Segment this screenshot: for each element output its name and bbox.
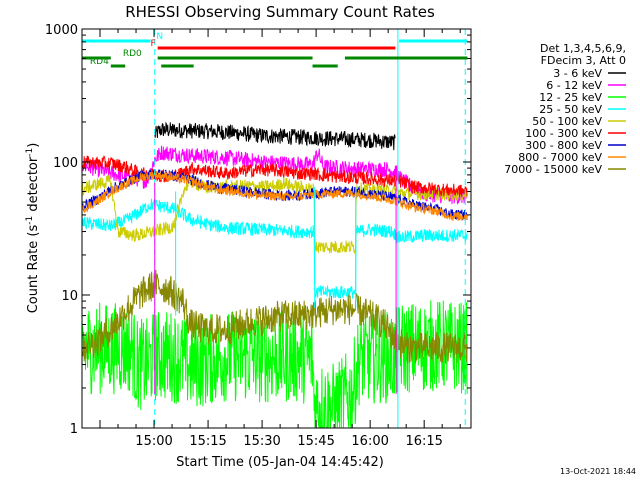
y-label-part-2: detector	[26, 156, 41, 216]
series-line-8	[82, 170, 468, 222]
state-bar-label: RD0	[123, 49, 142, 59]
x-axis-label: Start Time (05-Jan-04 14:45:42)	[176, 455, 384, 470]
series-line-9	[82, 269, 468, 364]
series-line-5	[82, 175, 468, 255]
series-line-4	[82, 198, 468, 299]
chart-title: RHESSI Observing Summary Count Rates	[125, 3, 435, 21]
state-bar-label: F	[150, 39, 155, 49]
y-tick-label: 10	[61, 289, 78, 304]
axes: 1 10 100 1000 15:00 15:15 15:30 15:45 16:00 16:15	[45, 23, 471, 449]
x-tick-label: 15:15	[189, 434, 226, 449]
state-bars: NF RD0 RD4	[82, 32, 468, 68]
plot-frame	[81, 28, 472, 429]
series-line-1	[154, 121, 396, 151]
legend-header-line-2: FDecim 3, Att 0	[541, 54, 626, 67]
y-tick-label: 1	[70, 422, 78, 437]
x-tick-label: 15:30	[243, 434, 280, 449]
vertical-markers	[154, 29, 466, 428]
x-tick-label: 15:00	[135, 434, 172, 449]
series-group	[82, 121, 468, 428]
legend-header-line-1: Det 1,3,4,5,6,9,	[540, 42, 626, 55]
y-label-sup-2: -1	[25, 148, 35, 157]
state-bar-label: RD4	[90, 57, 109, 67]
timestamp: 13-Oct-2021 18:44	[560, 467, 636, 476]
x-tick-label: 15:45	[297, 434, 334, 449]
legend-label: 100 - 300 keV	[525, 127, 602, 140]
legend-label: 6 - 12 keV	[546, 79, 602, 92]
x-tick-label: 16:15	[405, 434, 442, 449]
series-line-6	[82, 155, 468, 198]
y-label-part-1: Count Rate (s	[26, 225, 41, 314]
legend-label: 3 - 6 keV	[553, 67, 602, 80]
legend-label: 7000 - 15000 keV	[504, 163, 602, 176]
legend-label: 25 - 50 keV	[539, 103, 602, 116]
y-label-sup-1: -1	[25, 216, 35, 225]
y-axis-label: Count Rate (s-1 detector-1)	[25, 143, 41, 314]
legend-label: 50 - 100 keV	[532, 115, 602, 128]
legend-label: 300 - 800 keV	[525, 139, 602, 152]
x-tick-label: 16:00	[351, 434, 388, 449]
state-bar-label: N	[156, 32, 163, 42]
y-label-part-3: )	[26, 143, 41, 148]
legend: Det 1,3,4,5,6,9, FDecim 3, Att 0 3 - 6 k…	[504, 42, 626, 176]
y-tick-label: 1000	[45, 23, 78, 38]
y-tick-label: 100	[53, 156, 78, 171]
series-line-3	[82, 300, 468, 428]
legend-label: 800 - 7000 keV	[518, 151, 602, 164]
legend-label: 12 - 25 keV	[539, 91, 602, 104]
